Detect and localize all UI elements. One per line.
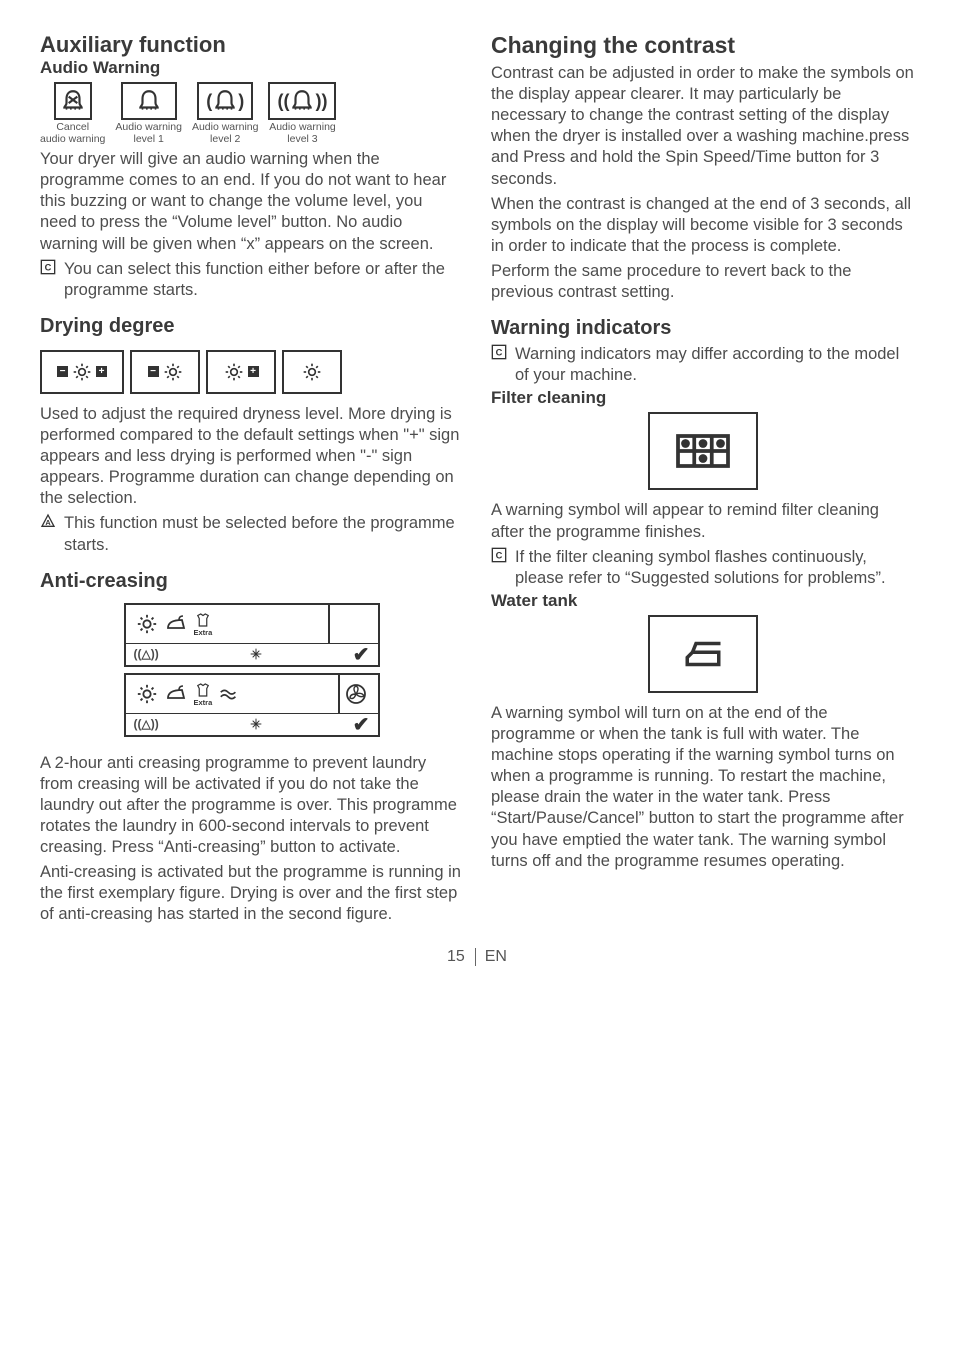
filter-note: If the filter cleaning symbol flashes co…	[491, 547, 914, 589]
audio-warning-icons: Cancelaudio warning Audio warninglevel 1…	[40, 82, 463, 145]
sun-icon	[136, 683, 158, 705]
auxiliary-function-title: Auxiliary function	[40, 32, 463, 58]
sun-icon	[163, 362, 183, 382]
changing-contrast-title: Changing the contrast	[491, 32, 914, 59]
warning-indicators-note: Warning indicators may differ according …	[491, 344, 914, 386]
drying-icon-2: −	[130, 350, 200, 394]
drying-degree-title: Drying degree	[40, 315, 463, 338]
tank-text: A warning symbol will turn on at the end…	[491, 703, 914, 872]
drying-warning: This function must be selected before th…	[40, 513, 463, 555]
contrast-text-1: Contrast can be adjusted in order to mak…	[491, 63, 914, 190]
warning-icon	[40, 513, 56, 529]
audio-warning-title: Audio Warning	[40, 58, 463, 78]
filter-cleaning-title: Filter cleaning	[491, 388, 914, 408]
bell-cancel-icon	[60, 88, 86, 114]
audio-icon-level2: () Audio warninglevel 2	[192, 82, 259, 145]
iron-icon	[164, 682, 188, 706]
anti-creasing-text-1: A 2-hour anti creasing programme to prev…	[40, 753, 463, 859]
drying-icon-4	[282, 350, 342, 394]
shirt-icon	[194, 611, 212, 629]
shirt-icon	[194, 681, 212, 699]
iron-icon	[164, 612, 188, 636]
audio-icon-cancel: Cancelaudio warning	[40, 82, 105, 145]
anti-creasing-text-2: Anti-creasing is activated but the progr…	[40, 862, 463, 925]
glitter-icon	[248, 646, 264, 662]
anti-figure-2: Extra ((△)) ✔	[124, 673, 380, 737]
water-tank-title: Water tank	[491, 591, 914, 611]
bell-icon	[136, 88, 162, 114]
right-column: Changing the contrast Contrast can be ad…	[491, 32, 914, 930]
filter-grid-icon	[674, 431, 732, 471]
left-column: Auxiliary function Audio Warning Cancela…	[40, 32, 463, 930]
warning-indicators-title: Warning indicators	[491, 317, 914, 340]
drying-text: Used to adjust the required dryness leve…	[40, 404, 463, 510]
tank-icon	[676, 633, 730, 675]
page-number: 15	[447, 948, 465, 965]
audio-note: You can select this function either befo…	[40, 259, 463, 301]
check-icon: ✔	[353, 642, 370, 667]
sun-icon	[302, 362, 322, 382]
sun-icon	[224, 362, 244, 382]
drying-icons: − + − +	[40, 350, 463, 394]
audio-icon-level3: (()) Audio warninglevel 3	[268, 82, 336, 145]
page-footer: 15 EN	[40, 948, 914, 966]
audio-warning-text: Your dryer will give an audio warning wh…	[40, 149, 463, 255]
check-icon: ✔	[353, 712, 370, 737]
sun-icon	[72, 362, 92, 382]
contrast-text-2: When the contrast is changed at the end …	[491, 194, 914, 257]
filter-icon-box	[648, 412, 758, 490]
drying-icon-3: +	[206, 350, 276, 394]
filter-text: A warning symbol will appear to remind f…	[491, 500, 914, 542]
fan-icon	[344, 682, 368, 706]
anti-creasing-figures: Extra ((△)) ✔	[40, 603, 463, 737]
audio-icon-level1: Audio warninglevel 1	[115, 82, 182, 145]
tank-icon-box	[648, 615, 758, 693]
sun-icon	[136, 613, 158, 635]
contrast-text-3: Perform the same procedure to revert bac…	[491, 261, 914, 303]
page-lang: EN	[485, 948, 507, 965]
wave-icon	[218, 683, 240, 705]
anti-figure-1: Extra ((△)) ✔	[124, 603, 380, 667]
bell-icon	[289, 88, 315, 114]
info-icon	[40, 259, 56, 275]
anti-creasing-title: Anti-creasing	[40, 570, 463, 593]
info-icon	[491, 344, 507, 360]
glitter-icon	[248, 716, 264, 732]
bell-icon	[212, 88, 238, 114]
info-icon	[491, 547, 507, 563]
drying-icon-1: − +	[40, 350, 124, 394]
